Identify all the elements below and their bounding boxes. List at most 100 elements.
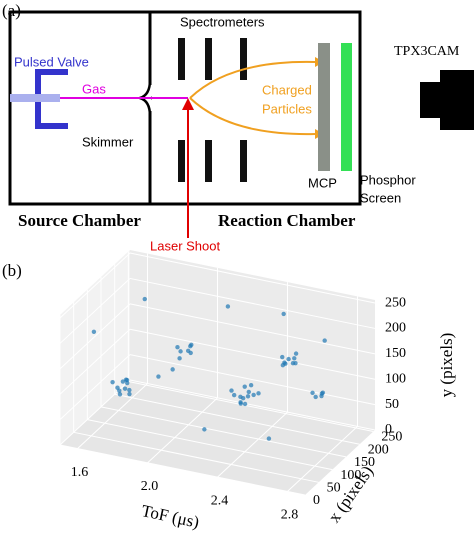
phosphor-screen	[341, 43, 352, 171]
grid-line	[128, 381, 374, 433]
point	[202, 427, 207, 432]
label: Laser Shoot	[150, 238, 220, 253]
pane	[130, 250, 375, 430]
grid-line	[59, 328, 131, 395]
y-tick-label: 100	[340, 468, 361, 483]
grid-line	[129, 379, 376, 431]
point	[117, 388, 122, 393]
z-tick-label: 150	[385, 346, 406, 361]
point	[122, 386, 128, 391]
point	[231, 392, 237, 398]
point	[127, 387, 132, 393]
point	[310, 390, 315, 396]
point	[178, 349, 183, 354]
grid-line	[217, 411, 288, 478]
label: Screen	[360, 190, 401, 205]
point	[293, 351, 299, 356]
grid-line	[59, 278, 131, 344]
y-tick-label: 200	[368, 442, 389, 457]
point	[313, 394, 318, 400]
point	[286, 356, 291, 362]
y-tick-label: 0	[313, 493, 320, 508]
label: Charged	[262, 82, 312, 97]
point	[248, 383, 254, 388]
point	[120, 379, 126, 384]
z-tick-label: 200	[385, 321, 406, 336]
point	[242, 384, 247, 389]
point	[280, 354, 285, 360]
point	[189, 342, 194, 348]
diagram-labels: (a) Pulsed Valve Gas Skimmer Spectromete…	[2, 1, 460, 254]
valve-inlet	[10, 94, 60, 102]
grid-line	[87, 419, 333, 471]
z-tick-label: 100	[385, 371, 406, 386]
x-tick-label: 2.8	[281, 508, 299, 523]
label: Pulsed Valve	[14, 54, 89, 69]
label: Gas	[82, 81, 106, 96]
grid-line	[129, 354, 376, 406]
grid-line	[73, 431, 319, 483]
laser-arrow	[182, 98, 194, 110]
axis-title: ToF (μs)	[140, 501, 201, 532]
grid-line	[147, 397, 218, 464]
point	[246, 389, 251, 395]
point	[91, 329, 97, 334]
y-tick-label: 150	[354, 455, 375, 470]
point	[292, 356, 297, 361]
grid-line	[59, 354, 131, 420]
point	[242, 401, 248, 407]
grid-line	[59, 444, 306, 496]
point	[293, 361, 298, 366]
point	[266, 436, 272, 441]
grid-line	[114, 393, 360, 445]
grid-line	[129, 303, 376, 355]
particle-arrows	[315, 57, 324, 139]
label: Source Chamber	[18, 211, 141, 230]
point	[319, 391, 325, 396]
point	[225, 304, 231, 309]
diagram	[8, 10, 474, 238]
grid-line	[287, 426, 358, 492]
grid-line	[100, 406, 347, 458]
point	[322, 338, 327, 343]
point	[238, 400, 243, 405]
panel-label: (b)	[2, 261, 22, 280]
point	[251, 392, 256, 398]
scatter-3d: (b) ToF (μs) x (pixels) y (pixels) 1.62.…	[2, 250, 456, 532]
grid-line	[77, 383, 148, 449]
particle-paths	[189, 60, 316, 136]
x-tick-label: 2.4	[211, 493, 229, 508]
label: Particles	[262, 101, 312, 116]
point	[245, 394, 251, 399]
y-tick-label: 50	[327, 481, 341, 496]
point	[177, 356, 182, 361]
source-chamber-box	[8, 10, 152, 206]
point	[142, 296, 147, 302]
grid-line	[129, 252, 376, 304]
label: Phosphor	[360, 172, 416, 187]
mcp	[318, 43, 330, 171]
point	[156, 374, 161, 379]
grid-line	[129, 328, 376, 380]
z-tick-label: 50	[385, 397, 399, 412]
grid-line	[59, 303, 131, 370]
point	[229, 388, 234, 393]
label: Spectrometers	[180, 14, 265, 29]
grid-line	[129, 277, 376, 329]
label: MCP	[308, 175, 337, 190]
point	[280, 362, 286, 368]
x-tick-label: 2.0	[141, 479, 159, 494]
label: Reaction Chamber	[218, 211, 356, 230]
point	[127, 391, 132, 397]
point	[281, 311, 286, 317]
camera	[420, 70, 474, 130]
z-tick-label: 0	[385, 422, 392, 437]
spectrometer-plates	[178, 38, 247, 182]
point	[175, 345, 180, 350]
point	[256, 391, 261, 396]
label: Skimmer	[82, 134, 134, 149]
point	[188, 350, 193, 356]
point	[170, 367, 175, 372]
z-tick-label: 250	[385, 295, 406, 310]
